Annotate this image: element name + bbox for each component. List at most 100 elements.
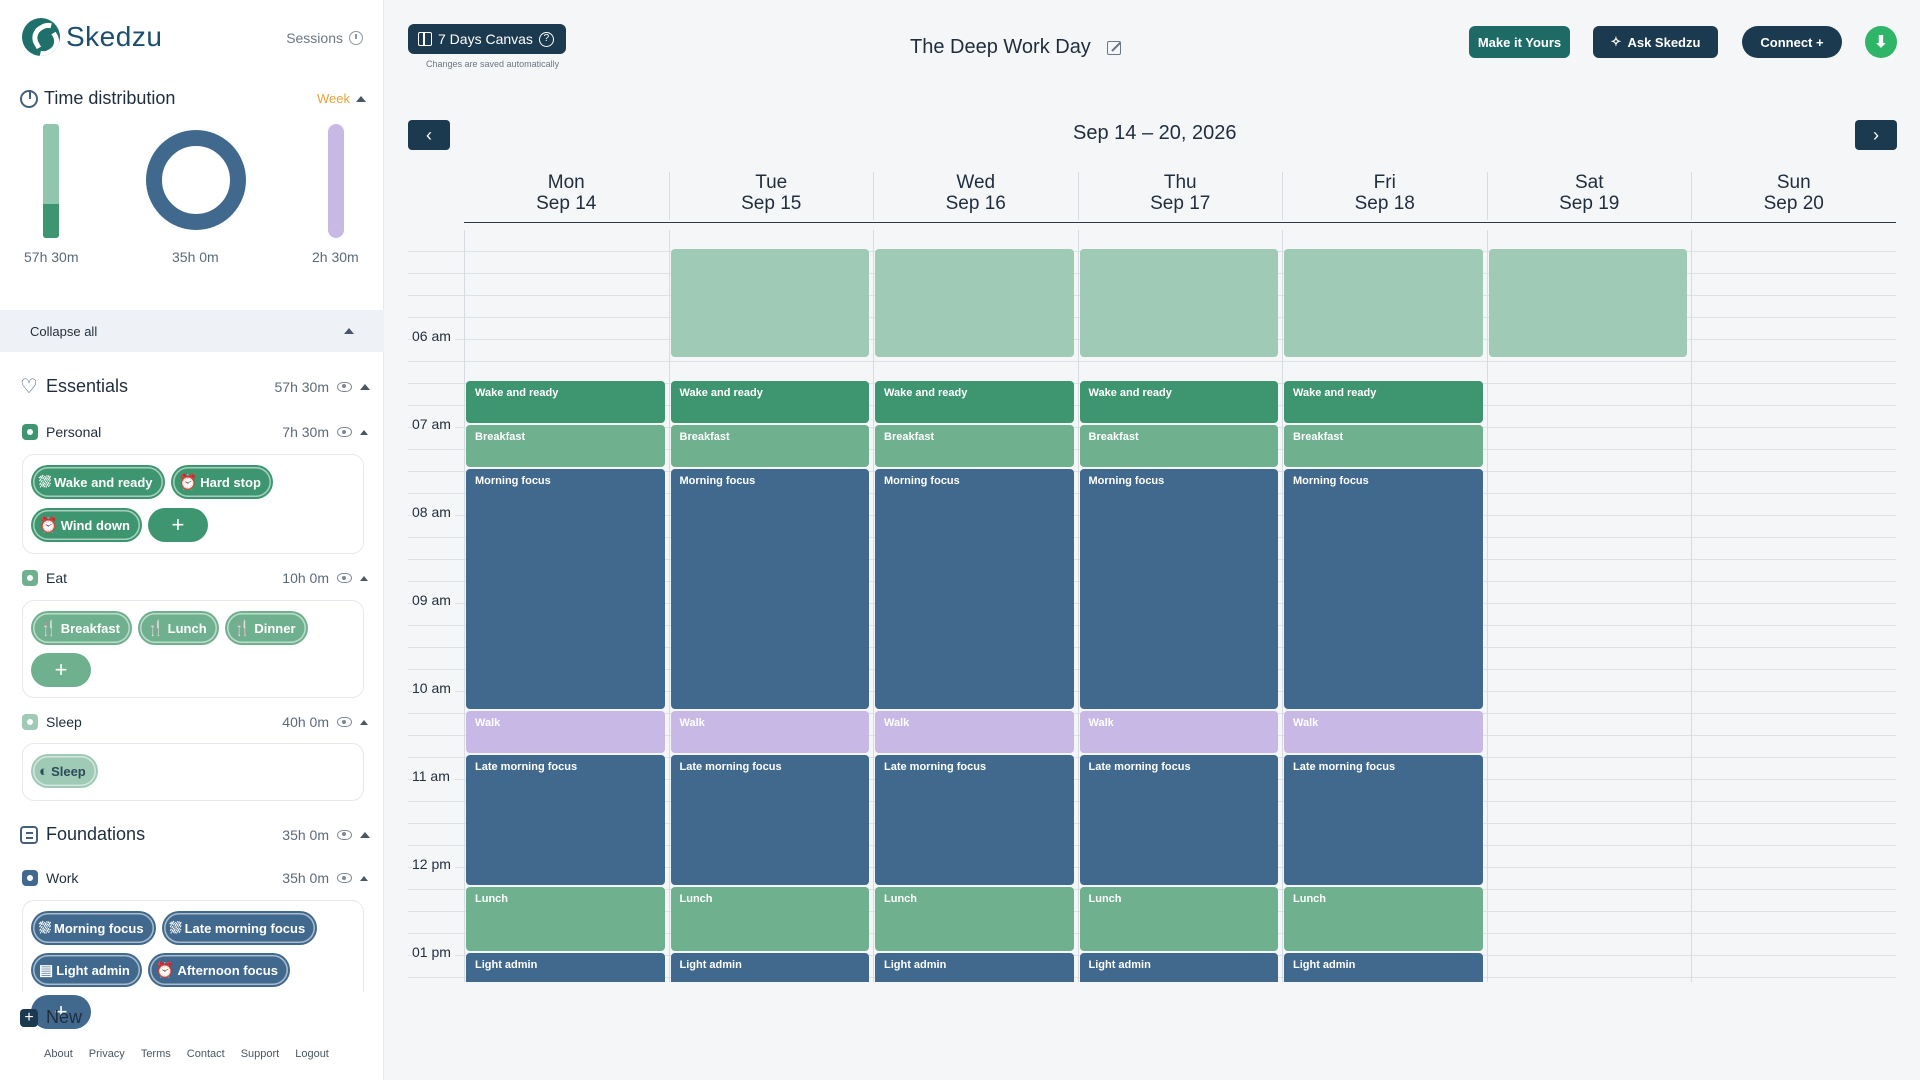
chip-light-admin[interactable]: ▤ Light admin (31, 953, 142, 987)
event-block[interactable]: Wake and ready (1079, 380, 1278, 423)
event-block[interactable]: Breakfast (875, 424, 1074, 467)
chevron-up-icon[interactable] (360, 429, 368, 435)
event-block[interactable]: Walk (875, 710, 1074, 753)
event-block[interactable] (875, 248, 1074, 357)
chip-wind-down[interactable]: ⏰ Wind down (31, 508, 142, 542)
eye-icon[interactable] (337, 427, 352, 437)
chevron-up-icon[interactable] (360, 575, 368, 581)
chevron-up-icon[interactable] (360, 831, 370, 838)
sleep-group-header[interactable]: Sleep 40h 0m (22, 714, 368, 730)
collapse-all-button[interactable]: Collapse all (0, 310, 384, 352)
event-block[interactable]: Lunch (670, 886, 869, 951)
connect-button[interactable]: Connect + (1742, 26, 1842, 58)
day-column[interactable] (1486, 230, 1692, 982)
day-column[interactable] (464, 230, 669, 982)
event-block[interactable]: Breakfast (466, 424, 665, 467)
next-week-button[interactable]: › (1855, 120, 1897, 150)
chip-afternoon-focus[interactable]: ⏰ Afternoon focus (147, 953, 290, 987)
footer-link-privacy[interactable]: Privacy (88, 1048, 125, 1060)
footer-link-contact[interactable]: Contact (186, 1048, 225, 1060)
add-work-button[interactable]: + (31, 995, 91, 1029)
event-block[interactable]: Morning focus (466, 468, 665, 709)
event-block[interactable]: Light admin (1284, 952, 1483, 982)
day-column[interactable] (668, 230, 874, 982)
event-block[interactable]: Morning focus (875, 468, 1074, 709)
personal-group-header[interactable]: Personal 7h 30m (22, 424, 368, 440)
chip-breakfast[interactable]: 🍴 Breakfast (31, 611, 132, 645)
day-header[interactable]: Wed Sep 16 (873, 172, 1078, 220)
chip-morning-focus[interactable]: ⛆ Morning focus (31, 911, 156, 945)
eye-icon[interactable] (337, 717, 352, 727)
day-header[interactable]: Fri Sep 18 (1282, 172, 1487, 220)
essentials-section-header[interactable]: ♡ Essentials 57h 30m (20, 376, 370, 397)
footer-link-support[interactable]: Support (240, 1048, 280, 1060)
chip-late-morning-focus[interactable]: ⛆ Late morning focus (161, 911, 318, 945)
add-personal-button[interactable]: + (147, 508, 208, 542)
chip-sleep[interactable]: ◐ Sleep (31, 754, 98, 788)
footer-link-logout[interactable]: Logout (295, 1048, 329, 1060)
event-block[interactable]: Walk (1284, 710, 1483, 753)
event-block[interactable] (1284, 248, 1483, 357)
event-block[interactable]: Morning focus (670, 468, 869, 709)
event-block[interactable]: Light admin (1079, 952, 1278, 982)
event-block[interactable]: Walk (466, 710, 665, 753)
event-block[interactable]: Wake and ready (875, 380, 1074, 423)
event-block[interactable]: Late morning focus (1079, 754, 1278, 885)
event-block[interactable]: Lunch (1079, 886, 1278, 951)
footer-link-about[interactable]: About (44, 1048, 73, 1060)
new-button[interactable]: + New (20, 1007, 82, 1028)
day-column[interactable] (1077, 230, 1283, 982)
event-block[interactable]: Late morning focus (466, 754, 665, 885)
work-group-header[interactable]: Work 35h 0m (22, 870, 368, 886)
range-toggle[interactable]: Week (317, 91, 366, 106)
day-header[interactable]: Sun Sep 20 (1691, 172, 1896, 220)
previous-week-button[interactable]: ‹ (408, 120, 450, 150)
chip-lunch[interactable]: 🍴 Lunch (137, 611, 219, 645)
day-header[interactable]: Mon Sep 14 (464, 172, 669, 220)
event-block[interactable]: Late morning focus (1284, 754, 1483, 885)
event-block[interactable]: Late morning focus (875, 754, 1074, 885)
chip-hard-stop[interactable]: ⏰ Hard stop (170, 465, 273, 499)
event-block[interactable]: Wake and ready (670, 380, 869, 423)
edit-icon[interactable] (1106, 40, 1121, 55)
chip-dinner[interactable]: 🍴 Dinner (224, 611, 308, 645)
event-block[interactable]: Late morning focus (670, 754, 869, 885)
eye-icon[interactable] (337, 829, 352, 840)
event-block[interactable]: Morning focus (1284, 468, 1483, 709)
event-block[interactable]: Lunch (466, 886, 665, 951)
sessions-button[interactable]: Sessions (286, 30, 363, 46)
ask-skedzu-button[interactable]: ✧ Ask Skedzu (1593, 26, 1718, 58)
day-column[interactable] (873, 230, 1078, 982)
event-block[interactable]: Light admin (875, 952, 1074, 982)
day-header[interactable]: Sat Sep 19 (1486, 172, 1692, 220)
event-block[interactable]: Wake and ready (1284, 380, 1483, 423)
event-block[interactable]: Breakfast (1079, 424, 1278, 467)
event-block[interactable] (670, 248, 869, 357)
eat-group-header[interactable]: Eat 10h 0m (22, 570, 368, 586)
brand-logo[interactable]: Skedzu (22, 18, 162, 56)
foundations-section-header[interactable]: Foundations 35h 0m (20, 824, 370, 845)
day-header[interactable]: Tue Sep 15 (668, 172, 874, 220)
eye-icon[interactable] (337, 873, 352, 883)
help-icon[interactable]: ? (538, 31, 554, 47)
add-eat-button[interactable]: + (31, 653, 91, 687)
event-block[interactable]: Light admin (466, 952, 665, 982)
event-block[interactable]: Walk (1079, 710, 1278, 753)
event-block[interactable] (1079, 248, 1278, 357)
event-block[interactable]: Wake and ready (466, 380, 665, 423)
event-block[interactable]: Lunch (875, 886, 1074, 951)
chevron-up-icon[interactable] (360, 383, 370, 390)
footer-link-terms[interactable]: Terms (140, 1048, 171, 1060)
day-column[interactable] (1691, 230, 1896, 982)
event-block[interactable]: Breakfast (670, 424, 869, 467)
eye-icon[interactable] (337, 573, 352, 583)
chevron-up-icon[interactable] (360, 875, 368, 881)
chevron-up-icon[interactable] (360, 719, 368, 725)
event-block[interactable]: Lunch (1284, 886, 1483, 951)
chip-wake-and-ready[interactable]: ⛆ Wake and ready (31, 465, 165, 499)
event-block[interactable]: Breakfast (1284, 424, 1483, 467)
event-block[interactable]: Walk (670, 710, 869, 753)
day-header[interactable]: Thu Sep 17 (1077, 172, 1283, 220)
event-block[interactable] (1488, 248, 1687, 357)
day-column[interactable] (1282, 230, 1487, 982)
